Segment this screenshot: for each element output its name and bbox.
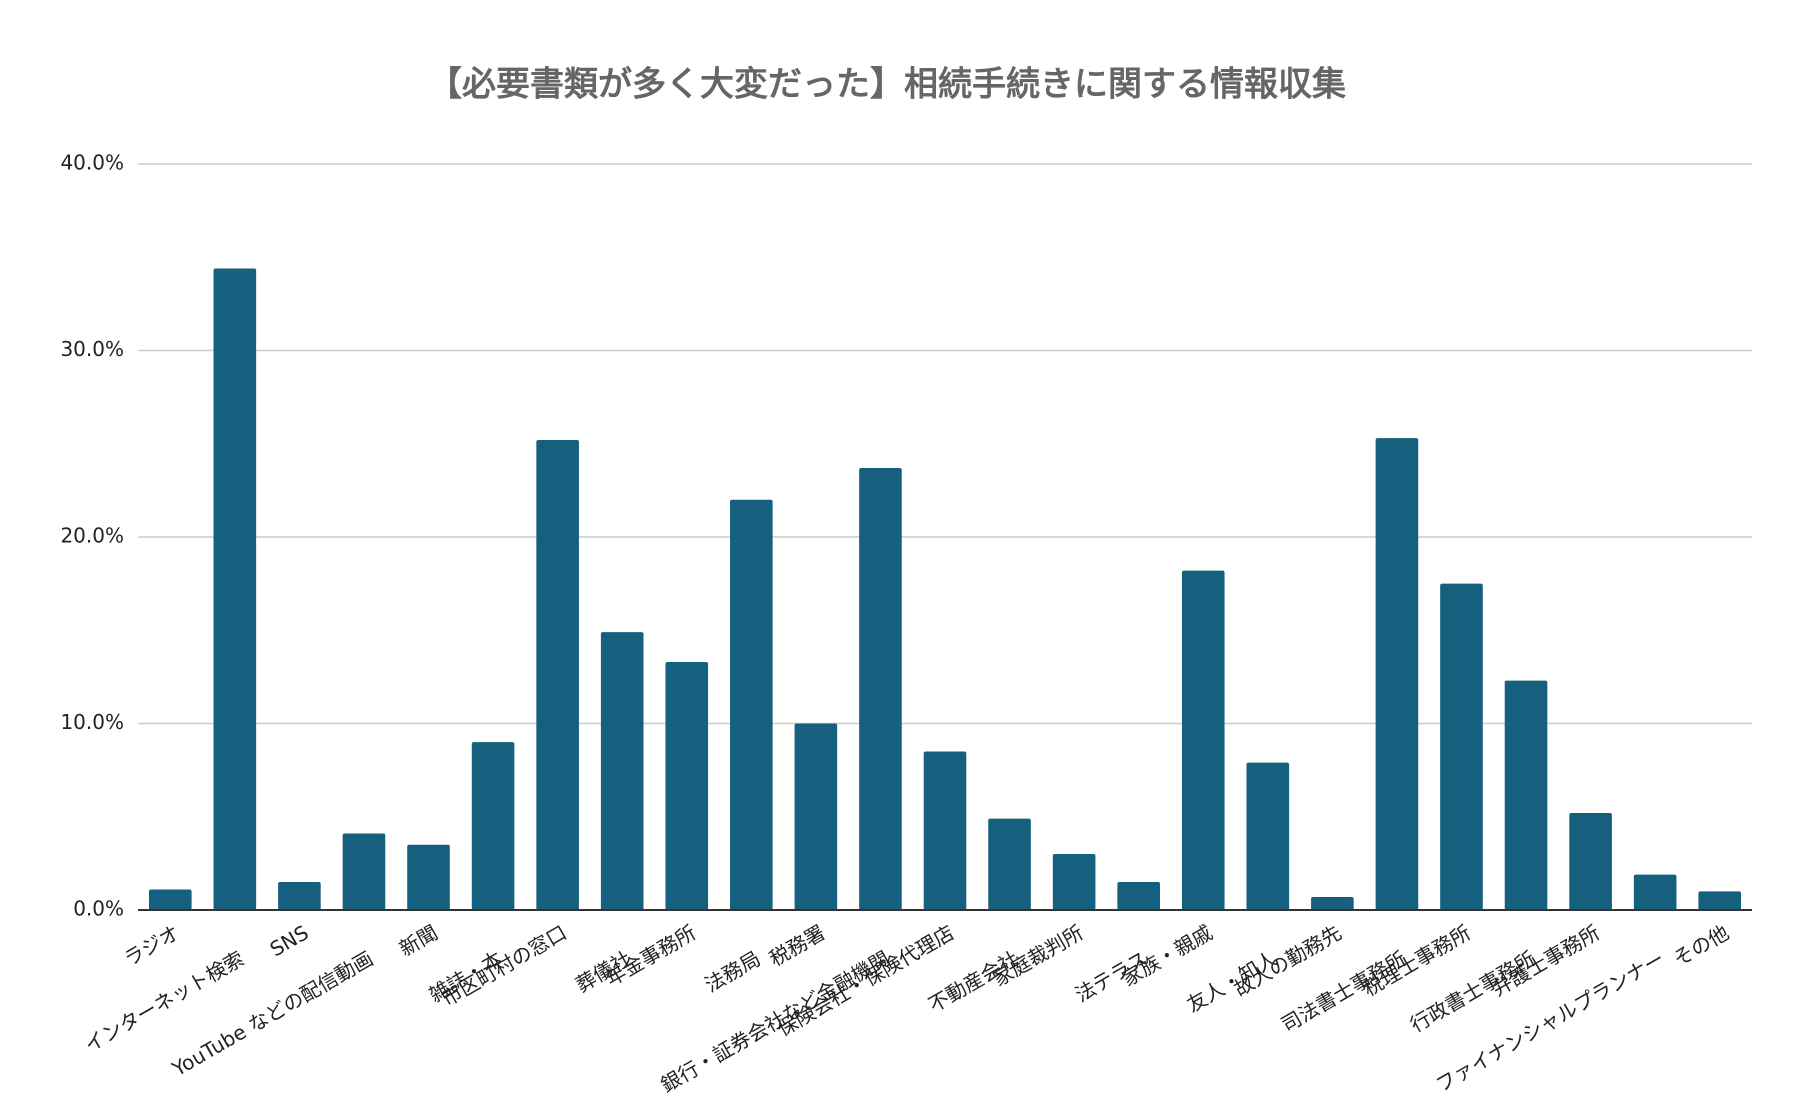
bar	[1052, 854, 1096, 910]
x-tick-label: ラジオ	[120, 920, 184, 971]
bar	[536, 440, 579, 910]
y-tick-label: 10.0%	[60, 710, 124, 734]
bar	[988, 818, 1031, 910]
x-tick-label: 法務局	[701, 946, 765, 997]
bar	[730, 499, 773, 910]
x-tick-label: YouTube などの配信動画	[167, 946, 377, 1081]
x-tick-label: SNS	[266, 920, 313, 961]
bar	[1698, 891, 1742, 910]
bar	[407, 844, 450, 910]
bar	[794, 723, 838, 910]
bar	[213, 268, 257, 910]
bar	[1440, 583, 1483, 910]
y-tick-label: 20.0%	[60, 524, 124, 548]
bar	[1569, 813, 1612, 910]
x-tick-label: 市区町村の窓口	[438, 920, 571, 1011]
bar	[859, 467, 902, 910]
bar	[278, 882, 321, 910]
bar	[471, 742, 515, 910]
y-tick-label: 30.0%	[60, 337, 124, 361]
bar	[1633, 874, 1677, 910]
bar	[1181, 570, 1225, 910]
bar	[1246, 762, 1290, 910]
bar	[342, 833, 386, 910]
bar	[1311, 896, 1354, 910]
bar	[148, 889, 192, 910]
bar	[600, 632, 644, 910]
bar	[1117, 882, 1160, 910]
y-tick-label: 0.0%	[73, 897, 124, 921]
x-tick-label: その他	[1669, 920, 1733, 971]
bar	[1504, 680, 1548, 910]
x-tick-label: 新聞	[395, 920, 442, 961]
chart-title: 【必要書類が多く大変だった】相続手続きに関する情報収集	[428, 65, 1346, 105]
bar	[665, 661, 709, 910]
bar	[1375, 438, 1419, 910]
bar	[923, 751, 967, 910]
x-tick-label: 税務署	[765, 920, 829, 971]
y-tick-label: 40.0%	[60, 151, 124, 175]
